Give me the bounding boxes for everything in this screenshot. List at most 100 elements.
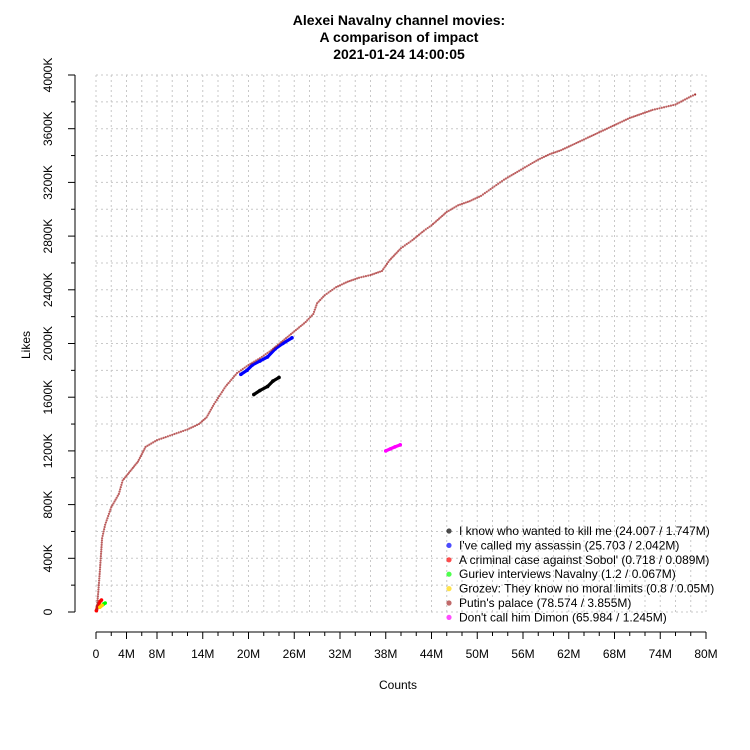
data-point — [141, 451, 144, 454]
data-point — [98, 575, 101, 578]
data-point — [116, 494, 119, 497]
data-point — [100, 546, 103, 549]
data-point — [352, 278, 355, 281]
data-point — [152, 441, 155, 444]
y-tick-label: 2400K — [41, 272, 55, 307]
data-point — [153, 440, 157, 443]
data-point — [273, 346, 276, 349]
data-point — [173, 432, 176, 436]
data-point — [95, 606, 99, 609]
data-point — [431, 222, 435, 226]
data-point — [552, 151, 555, 154]
data-point — [312, 310, 316, 313]
x-tick-label: 20M — [237, 647, 260, 661]
data-point — [235, 371, 239, 375]
data-point — [99, 554, 102, 558]
data-point — [685, 97, 689, 100]
data-point — [434, 220, 438, 223]
data-point — [252, 392, 256, 397]
data-point — [617, 122, 620, 125]
data-point — [660, 106, 663, 109]
data-point — [327, 291, 330, 294]
data-point — [504, 177, 507, 180]
data-point — [662, 106, 666, 109]
data-point — [371, 273, 374, 276]
y-tick-label: 3200K — [41, 165, 55, 200]
data-point — [529, 162, 532, 166]
data-point — [99, 552, 103, 555]
data-point — [464, 201, 467, 204]
data-point — [100, 541, 103, 544]
legend-item: Putin's palace (78.574 / 3.855M) — [446, 596, 631, 610]
data-point — [683, 98, 687, 101]
data-point — [256, 358, 260, 361]
data-point — [563, 147, 567, 150]
data-point — [672, 103, 675, 107]
data-point — [107, 512, 111, 515]
data-point — [262, 354, 265, 357]
data-point — [127, 471, 131, 474]
data-point — [643, 111, 647, 114]
data-point — [223, 387, 226, 390]
data-point — [210, 406, 214, 409]
data-point — [424, 228, 427, 231]
data-point — [561, 148, 565, 151]
data-point — [506, 176, 509, 179]
data-point — [160, 437, 163, 440]
data-point — [192, 425, 195, 428]
legend: I know who wanted to kill me (24.007 / 1… — [446, 524, 714, 624]
data-point — [525, 165, 528, 168]
data-point — [194, 424, 197, 427]
data-point — [98, 570, 101, 573]
data-point — [97, 581, 101, 585]
data-point — [481, 193, 485, 196]
y-tick-label: 4000K — [41, 58, 55, 93]
data-point — [634, 114, 637, 118]
data-point — [493, 185, 496, 188]
y-tick-label: 0 — [41, 608, 55, 615]
data-point — [611, 124, 614, 128]
data-point — [129, 469, 132, 473]
data-point — [333, 287, 336, 290]
data-point — [96, 599, 99, 602]
data-point — [457, 204, 460, 207]
data-point — [594, 132, 597, 136]
data-point — [220, 391, 223, 394]
data-point — [428, 225, 431, 228]
data-point — [253, 360, 256, 363]
data-point — [407, 241, 410, 244]
data-point — [164, 435, 167, 439]
data-point — [357, 276, 361, 279]
data-point — [110, 506, 113, 509]
legend-label: Guriev interviews Navalny (1.2 / 0.067M) — [459, 567, 676, 581]
data-point — [458, 203, 462, 206]
data-point — [134, 463, 137, 466]
data-point — [398, 248, 401, 251]
x-tick-label: 50M — [466, 647, 489, 661]
data-point — [99, 557, 102, 560]
data-point — [271, 347, 275, 350]
legend-marker — [446, 586, 452, 592]
data-point — [497, 182, 500, 185]
data-point — [98, 579, 101, 582]
data-point — [489, 188, 492, 191]
x-tick-label: 4M — [118, 647, 135, 661]
data-point — [364, 275, 368, 278]
data-point — [126, 473, 129, 476]
data-point — [168, 434, 172, 437]
data-point — [377, 271, 380, 274]
data-point — [669, 104, 673, 107]
data-point — [554, 151, 557, 154]
data-point — [658, 107, 661, 110]
y-tick-label: 400K — [41, 544, 55, 572]
legend-marker — [446, 600, 452, 606]
data-point — [158, 438, 161, 441]
chart-title-line-3: 2021-01-24 14:00:05 — [333, 46, 465, 62]
data-point — [310, 314, 313, 317]
x-tick-label: 38M — [374, 647, 397, 661]
data-point — [399, 247, 403, 250]
x-tick-label: 68M — [603, 647, 626, 661]
data-point — [312, 312, 315, 316]
data-point — [569, 144, 572, 147]
